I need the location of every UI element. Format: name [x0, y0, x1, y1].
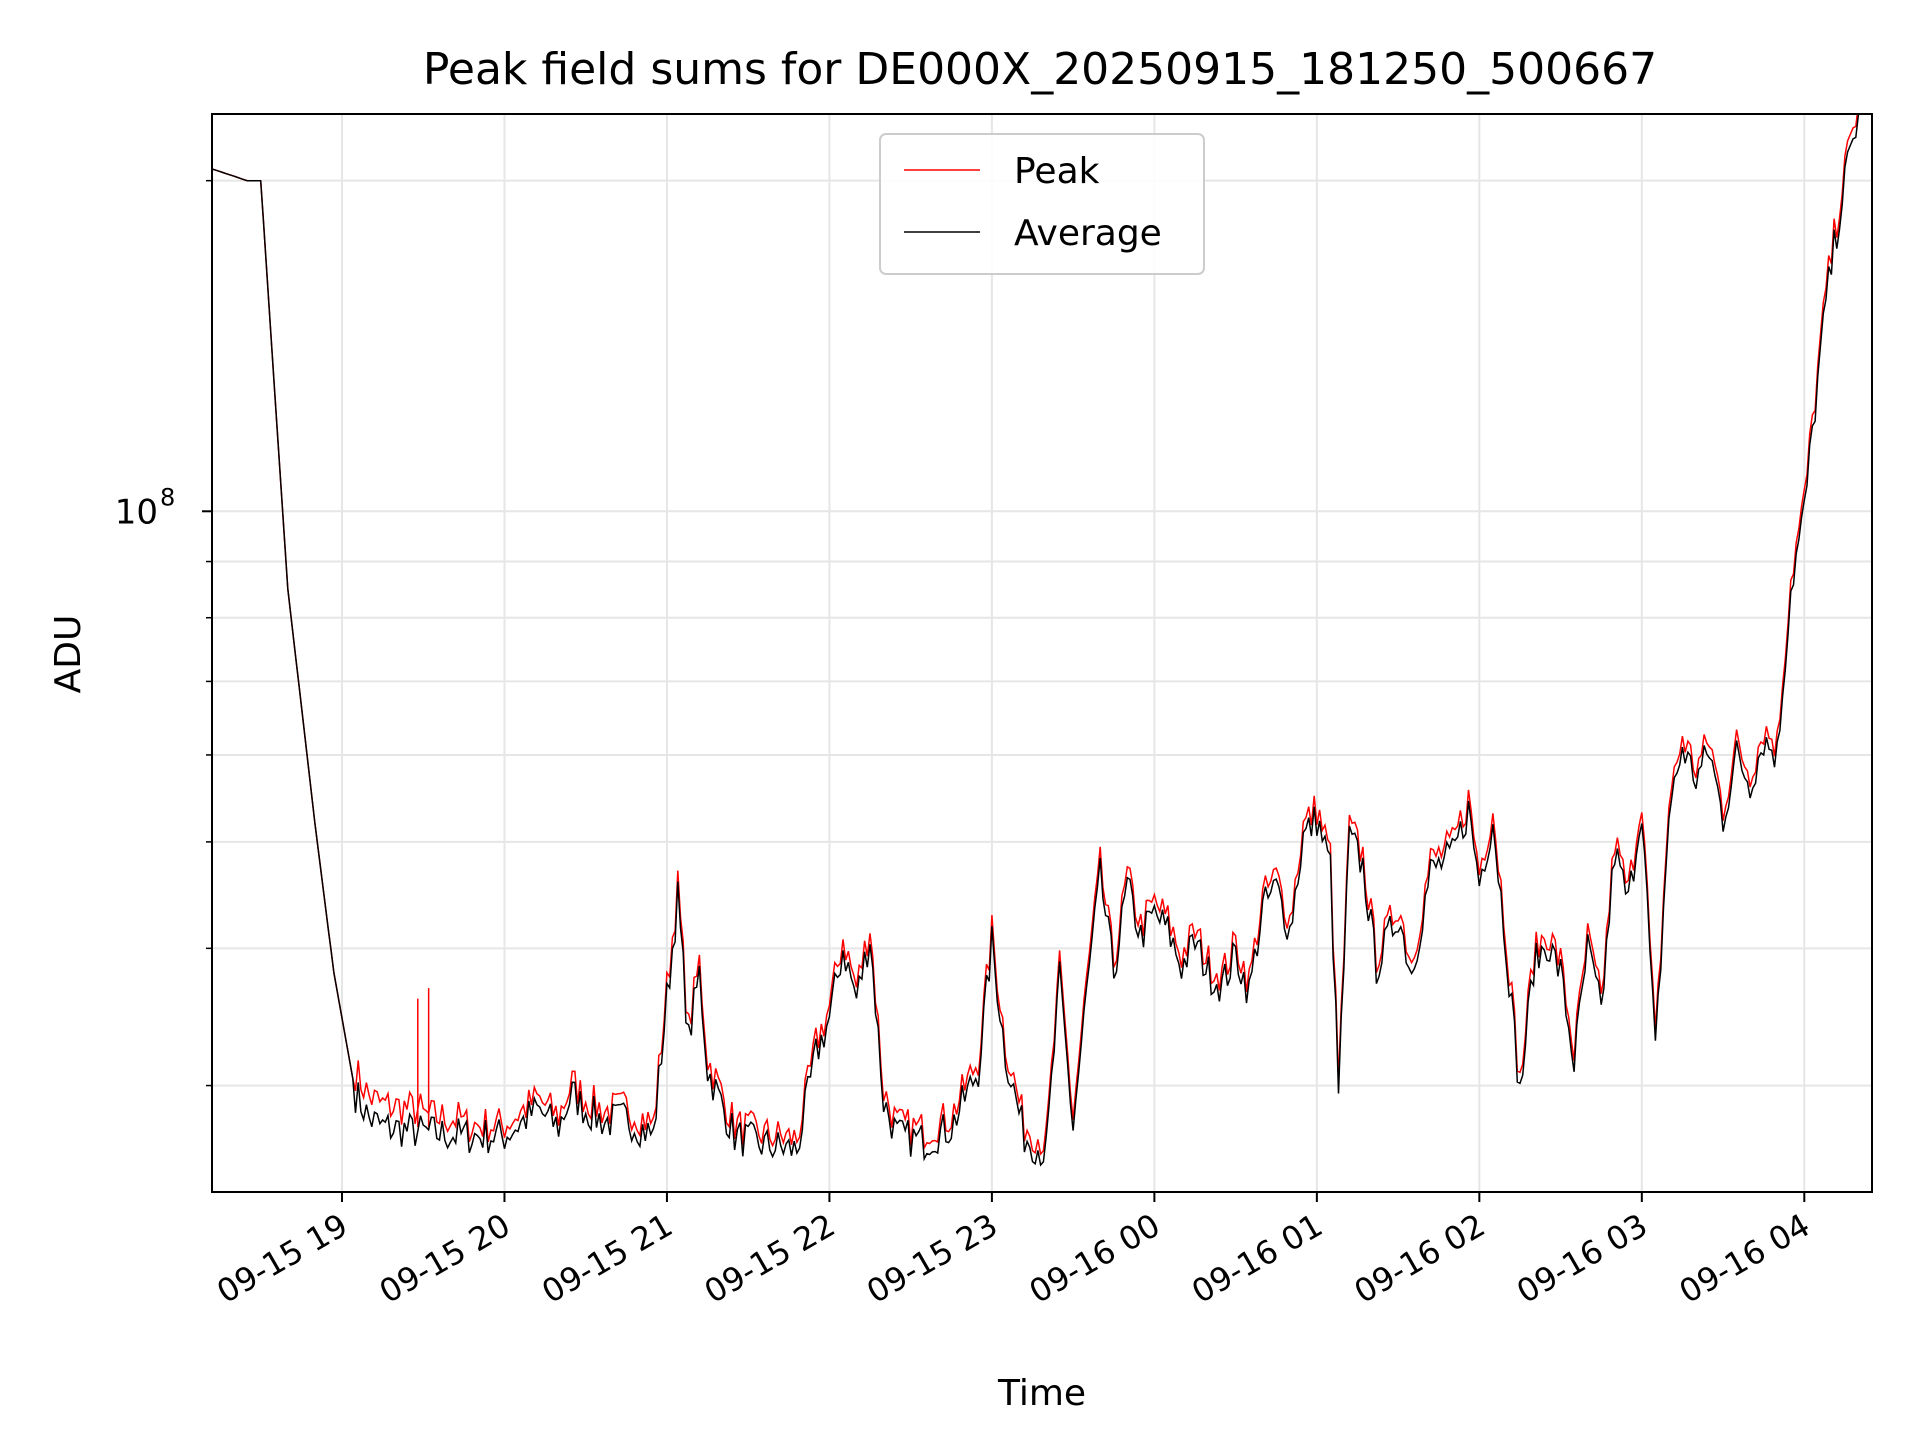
legend-peak-label: Peak [1014, 151, 1100, 192]
y-tick-label-base: 10 [115, 492, 158, 532]
series-layer [212, 114, 1860, 1167]
grid-lines [212, 114, 1872, 1192]
legend-box [879, 133, 1205, 275]
series-line-average [212, 114, 1860, 1167]
legend-average-label: Average [1014, 213, 1162, 254]
chart-title: Peak field sums for DE000X_20250915_1812… [423, 44, 1657, 95]
series-line-peak [212, 114, 1858, 1156]
x-axis-label: Time [997, 1373, 1086, 1414]
y-tick-label-exponent: 8 [160, 483, 175, 511]
y-axis-label: ADU [48, 615, 89, 694]
plot-frame [211, 113, 1873, 1193]
legend: Peak Average [879, 133, 1205, 275]
